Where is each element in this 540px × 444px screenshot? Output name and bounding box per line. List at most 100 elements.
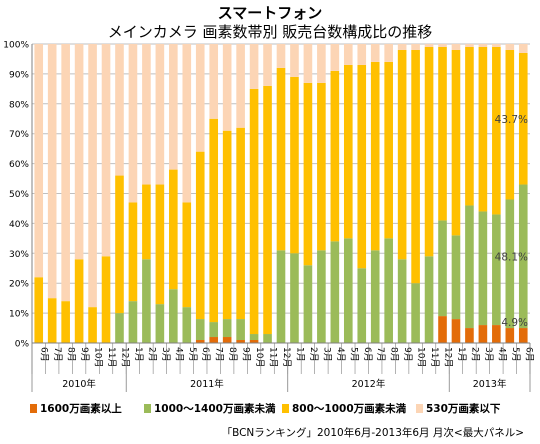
- x-tick-label: 12月: [281, 347, 292, 367]
- legend-swatch-800-1000: [282, 404, 289, 413]
- bar-segment: [142, 184, 151, 260]
- bar-segment: [370, 61, 380, 251]
- bar-segment: [518, 44, 528, 53]
- x-tick-label: 9月: [241, 347, 252, 362]
- bar-segment: [276, 44, 286, 68]
- bar-segment: [182, 307, 192, 343]
- data-label: 48.1%: [495, 251, 528, 263]
- bar-segment: [397, 44, 407, 50]
- x-tick-label: 5月: [510, 347, 521, 362]
- legend-item-530: 530万画素以下: [416, 401, 500, 416]
- bar-segment: [290, 44, 299, 77]
- x-tick-label: 4月: [173, 347, 184, 362]
- legend-item-800-1000: 800～1000万画素未満: [282, 401, 406, 416]
- bar-segment: [330, 44, 340, 71]
- bar-segment: [169, 289, 178, 343]
- bar-segment: [276, 67, 286, 251]
- bar-segment: [61, 44, 70, 302]
- x-tick-label: 3月: [160, 347, 171, 362]
- bar-segment: [411, 283, 420, 343]
- legend-swatch-530: [416, 404, 423, 413]
- bar-segment: [317, 44, 326, 83]
- bar-segment: [357, 44, 367, 65]
- bar-segment: [438, 316, 447, 343]
- bar-segment: [505, 44, 515, 50]
- x-tick-label: 5月: [348, 347, 359, 362]
- y-tick-label: 100%: [3, 41, 29, 51]
- bar-segment: [115, 175, 124, 314]
- year-label: 2011年: [190, 378, 224, 390]
- bar-segment: [128, 44, 138, 203]
- bar-segment: [236, 44, 245, 128]
- bar-segment: [317, 250, 326, 343]
- stacked-bar-chart: 0%10%20%30%40%50%60%70%80%90%100%6月 7月 8月 9…: [3, 41, 534, 392]
- bar-segment: [424, 44, 434, 47]
- bar-segment: [411, 49, 420, 284]
- y-tick-label: 70%: [9, 130, 29, 140]
- bar-segment: [478, 44, 488, 47]
- legend-swatch-1600: [30, 404, 37, 413]
- x-tick-label: 6月: [523, 347, 534, 362]
- x-tick-label: 2月: [308, 347, 319, 362]
- bar-segment: [195, 44, 205, 152]
- y-tick-label: 90%: [9, 70, 29, 80]
- x-tick-label: 7月: [214, 347, 225, 362]
- x-tick-label: 1月: [294, 347, 305, 362]
- x-tick-label: 2月: [469, 347, 480, 362]
- x-tick-label: 3月: [321, 347, 332, 362]
- y-tick-label: 80%: [9, 100, 29, 110]
- bar-segment: [115, 44, 124, 176]
- y-tick-label: 20%: [9, 280, 29, 290]
- year-label: 2010年: [62, 378, 96, 390]
- bar-segment: [276, 250, 286, 343]
- legend-label-530: 530万画素以下: [426, 403, 501, 415]
- y-tick-label: 0%: [15, 340, 30, 350]
- bar-segment: [438, 220, 447, 317]
- bar-segment: [384, 44, 393, 62]
- bar-segment: [249, 88, 259, 335]
- bar-segment: [465, 46, 474, 206]
- bar-segment: [492, 214, 501, 326]
- bar-segment: [518, 184, 528, 329]
- bar-segment: [209, 337, 219, 343]
- bar-segment: [518, 52, 528, 185]
- bar-segment: [142, 44, 151, 185]
- x-tick-label: 4月: [335, 347, 346, 362]
- bar-segment: [195, 151, 205, 320]
- bar-segment: [478, 211, 488, 326]
- chart-subtitle: メインカメラ 画素数帯別 販売台数構成比の推移: [107, 23, 433, 41]
- bar-segment: [209, 322, 219, 338]
- y-tick-label: 10%: [9, 310, 29, 320]
- bar-segment: [451, 235, 461, 320]
- x-tick-label: 8月: [66, 347, 77, 362]
- y-tick-label: 50%: [9, 190, 29, 200]
- x-tick-label: 3月: [483, 347, 494, 362]
- bar-segment: [303, 82, 313, 266]
- bar-segment: [424, 46, 434, 257]
- bar-segment: [222, 130, 232, 320]
- bar-segment: [47, 44, 57, 299]
- bar-segment: [465, 205, 474, 329]
- bar-segment: [290, 253, 299, 343]
- bar-segment: [101, 256, 111, 343]
- x-tick-label: 8月: [389, 347, 400, 362]
- bar-segment: [343, 44, 353, 65]
- x-tick-label: 6月: [39, 347, 50, 362]
- bar-segment: [384, 61, 393, 239]
- x-tick-label: 11月: [429, 347, 440, 367]
- x-tick-label: 7月: [52, 347, 63, 362]
- bar-segment: [74, 44, 84, 260]
- bar-segment: [438, 44, 447, 47]
- bar-segment: [155, 44, 165, 185]
- bar-segment: [370, 250, 380, 343]
- bar-segment: [370, 44, 380, 62]
- bar-segment: [330, 241, 340, 343]
- x-tick-label: 10月: [93, 347, 104, 367]
- bar-segment: [505, 199, 515, 329]
- bar-segment: [451, 49, 461, 236]
- bar-segment: [182, 202, 192, 308]
- bar-segment: [303, 265, 313, 343]
- bar-segment: [263, 85, 272, 335]
- x-tick-label: 4月: [496, 347, 507, 362]
- bar-segment: [317, 82, 326, 251]
